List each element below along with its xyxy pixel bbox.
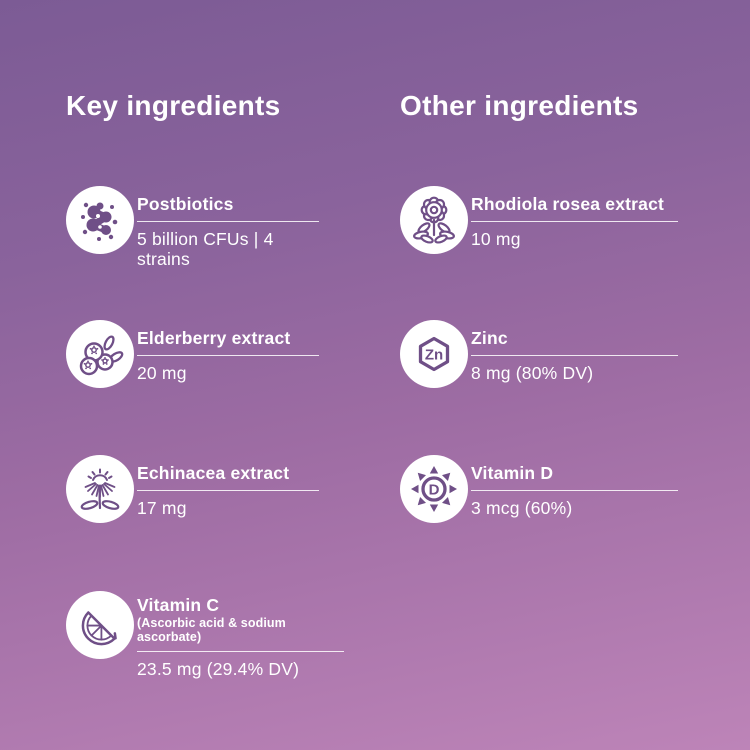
ingredient-name: Vitamin D: [471, 463, 554, 483]
divider-line: [471, 221, 678, 223]
ingredient-name: Zinc: [471, 328, 508, 348]
ingredient-name: Elderberry extract: [137, 328, 291, 348]
ingredient-name: Echinacea extract: [137, 463, 290, 483]
ingredient-name: Postbiotics: [137, 194, 234, 214]
divider-line: [137, 650, 344, 652]
other-ingredients-heading: Other ingredients: [400, 90, 639, 121]
postbiotics-icon: [66, 186, 134, 254]
row-zinc: Zn Zinc 8 mg (80% DV): [400, 320, 678, 388]
ingredient-amount: 3 mcg (60%): [471, 498, 573, 519]
divider-line: [137, 490, 319, 492]
zinc-symbol-label: Zn: [425, 347, 443, 364]
row-postbiotics: Postbiotics 5 billion CFUs | 4 strains: [66, 186, 319, 269]
zinc-icon: Zn: [400, 320, 468, 388]
divider-line: [137, 355, 319, 357]
key-ingredients-heading: Key ingredients: [66, 90, 281, 121]
row-vitamin-d: D Vitamin D 3 mcg (60%): [400, 455, 678, 523]
ingredient-name: Rhodiola rosea extract: [471, 194, 665, 214]
row-vitamin-c: Vitamin C (Ascorbic acid & sodium ascorb…: [66, 591, 344, 679]
divider-line: [471, 490, 678, 492]
row-rhodiola: Rhodiola rosea extract 10 mg: [400, 186, 678, 254]
row-elderberry: Elderberry extract 20 mg: [66, 320, 319, 388]
ingredient-amount: 20 mg: [137, 363, 187, 384]
vitamin-c-icon: [66, 591, 134, 659]
elderberry-icon: [66, 320, 134, 388]
vitamin-d-letter: D: [429, 482, 440, 499]
divider-line: [137, 221, 319, 223]
ingredient-amount: 23.5 mg (29.4% DV): [137, 658, 300, 679]
ingredient-amount: 5 billion CFUs | 4 strains: [137, 229, 274, 269]
ingredient-name: Vitamin C: [137, 595, 220, 615]
ingredient-amount: 10 mg: [471, 229, 521, 250]
vitamin-d-icon: D: [400, 455, 468, 523]
ingredient-amount: 8 mg (80% DV): [471, 363, 594, 384]
echinacea-icon: [66, 455, 134, 523]
row-echinacea: Echinacea extract 17 mg: [66, 455, 319, 523]
divider-line: [471, 355, 678, 357]
ingredient-amount: 17 mg: [137, 498, 187, 519]
ingredient-subtitle: (Ascorbic acid & sodium ascorbate): [137, 616, 286, 644]
rhodiola-icon: [400, 186, 468, 254]
